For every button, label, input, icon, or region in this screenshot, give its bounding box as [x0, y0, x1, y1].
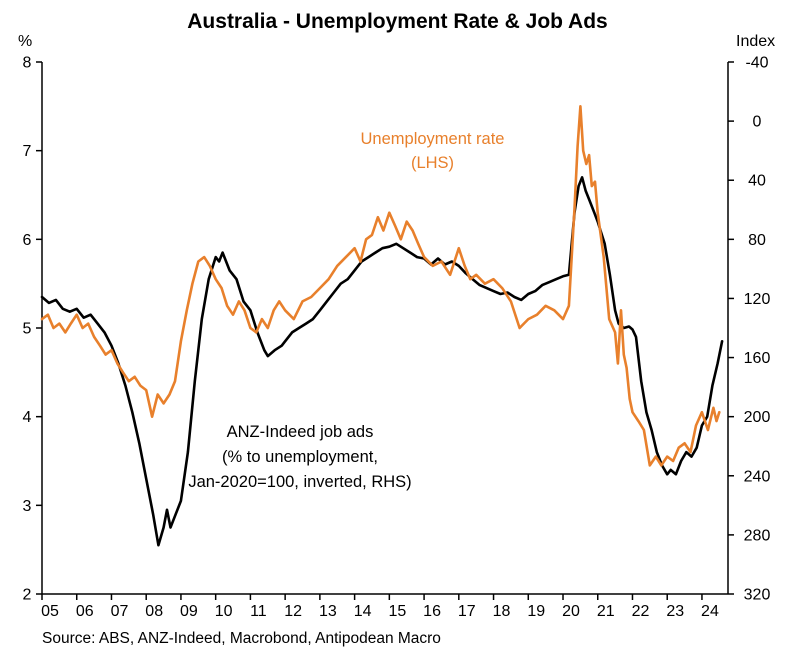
right-axis-tick-label: 280	[744, 527, 771, 544]
x-axis-tick-label: 08	[145, 603, 163, 620]
x-axis-tick-label: 07	[111, 603, 129, 620]
x-axis-tick-label: 12	[284, 603, 302, 620]
left-axis-tick-label: 7	[23, 143, 32, 160]
jobads-annotation-line2: (% to unemployment,	[222, 448, 378, 466]
x-axis-tick-label: 22	[632, 603, 650, 620]
right-axis-tick-label: 40	[748, 173, 766, 190]
left-axis-tick-label: 4	[23, 409, 32, 426]
unemployment-line	[40, 105, 721, 467]
right-axis-tick-label: 160	[744, 350, 771, 367]
x-axis-tick-label: 18	[493, 603, 511, 620]
left-axis-tick-label: 5	[23, 321, 32, 338]
jobads-annotation-line1: ANZ-Indeed job ads	[226, 423, 374, 441]
source-note: Source: ABS, ANZ-Indeed, Macrobond, Anti…	[42, 630, 441, 647]
unemployment-annotation-line2: (LHS)	[410, 154, 455, 172]
x-axis-tick-label: 19	[527, 603, 545, 620]
unemployment-annotation-line1: Unemployment rate	[360, 130, 505, 148]
x-axis-tick-label: 05	[41, 603, 59, 620]
left-axis-tick-label: 8	[23, 55, 32, 72]
right-axis-tick-label: 200	[744, 409, 771, 426]
jobads-annotation: ANZ-Indeed job ads (% to unemployment, J…	[158, 420, 442, 495]
right-axis-tick-label: 320	[744, 587, 771, 604]
x-axis-tick-label: 15	[388, 603, 406, 620]
left-axis-tick-label: 2	[23, 587, 32, 604]
x-axis-tick-label: 20	[562, 603, 580, 620]
left-axis-tick-label: 6	[23, 232, 32, 249]
job-ads-line	[40, 176, 724, 547]
right-axis-tick-label: 80	[748, 232, 766, 249]
x-axis-tick-label: 17	[458, 603, 476, 620]
right-axis-tick-label: 120	[744, 291, 771, 308]
x-axis-tick-label: 24	[701, 603, 719, 620]
right-axis-unit-label: Index	[736, 33, 776, 50]
right-axis-tick-label: 240	[744, 468, 771, 485]
x-axis-tick-label: 16	[423, 603, 441, 620]
x-axis-tick-label: 10	[215, 603, 233, 620]
x-axis-tick-label: 14	[354, 603, 372, 620]
jobads-annotation-line3: Jan-2020=100, inverted, RHS)	[188, 473, 412, 491]
x-axis-tick-label: 21	[597, 603, 615, 620]
right-axis-tick-label: 0	[753, 114, 762, 131]
left-axis-unit-label: %	[18, 33, 33, 50]
chart-title: Australia - Unemployment Rate & Job Ads	[187, 10, 608, 33]
x-axis-tick-label: 23	[666, 603, 684, 620]
unemployment-annotation: Unemployment rate (LHS)	[310, 127, 555, 175]
left-axis-tick-label: 3	[23, 498, 32, 515]
right-axis-tick-label: -40	[745, 55, 768, 72]
x-axis-tick-label: 11	[250, 603, 267, 620]
x-axis-tick-label: 09	[180, 603, 198, 620]
x-axis-tick-label: 13	[319, 603, 337, 620]
x-axis-tick-label: 06	[76, 603, 94, 620]
